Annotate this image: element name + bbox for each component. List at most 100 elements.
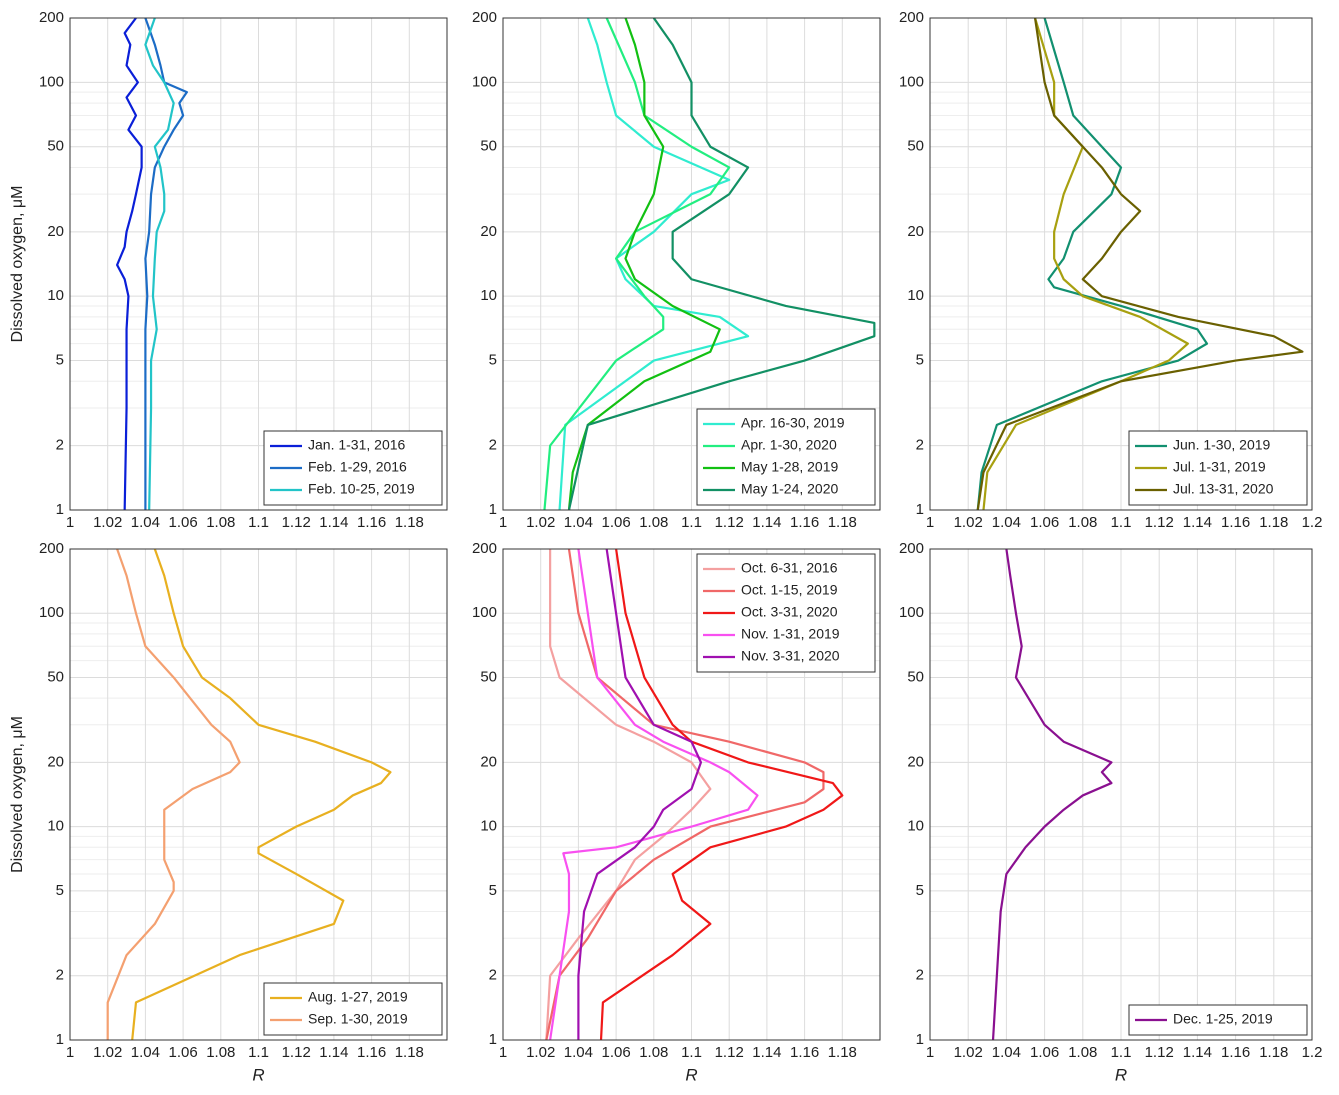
x-tick-label: 1.04 [992, 514, 1021, 531]
data-line [558, 17, 750, 511]
y-tick-label: 2 [916, 967, 924, 984]
y-tick-label: 10 [907, 818, 924, 835]
x-tick-label: 1.04 [131, 1044, 160, 1061]
data-line [106, 548, 241, 1040]
y-tick-label: 1 [56, 1031, 64, 1048]
y-tick-label: 100 [39, 604, 64, 621]
axes-frame [502, 548, 881, 1041]
x-tick-label: 1.14 [1183, 1044, 1212, 1061]
x-tick-label: 1.18 [395, 514, 424, 531]
legend-label: Apr. 1-30, 2020 [741, 437, 837, 453]
x-tick-label: 1.12 [715, 1044, 744, 1061]
y-tick-label: 5 [489, 352, 497, 369]
y-axis-label: Dissolved oxygen, μM [9, 186, 26, 343]
data-line [131, 548, 392, 1041]
x-tick-label: 1.1 [248, 514, 269, 531]
x-tick-label: 1.18 [1259, 514, 1288, 531]
data-line [567, 17, 721, 511]
y-tick-label: 100 [39, 73, 64, 90]
legend-label: Jun. 1-30, 2019 [1173, 437, 1271, 453]
data-line [976, 17, 1209, 511]
y-tick-label: 5 [916, 882, 924, 899]
x-tick-label: 1.02 [954, 514, 983, 531]
legend-label: Jul. 13-31, 2020 [1173, 481, 1274, 497]
x-tick-label: 1.06 [1030, 1044, 1059, 1061]
y-tick-label: 200 [899, 9, 924, 26]
y-tick-label: 200 [39, 540, 64, 557]
x-tick-label: 1.12 [282, 1044, 311, 1061]
x-tick-label: 1.12 [1145, 1044, 1174, 1061]
x-tick-label: 1.18 [395, 1044, 424, 1061]
y-tick-label: 2 [916, 437, 924, 454]
x-tick-label: 1.08 [206, 1044, 235, 1061]
x-tick-label: 1.16 [1221, 1044, 1250, 1061]
y-tick-label: 10 [47, 818, 64, 835]
data-line [976, 17, 1304, 511]
y-tick-label: 10 [480, 818, 497, 835]
axes-frame [929, 548, 1313, 1041]
y-tick-label: 1 [916, 501, 924, 518]
y-tick-label: 20 [480, 753, 497, 770]
y-tick-label: 20 [907, 753, 924, 770]
axes-frame [502, 17, 881, 511]
x-tick-label: 1.1 [1111, 1044, 1132, 1061]
y-tick-label: 50 [47, 138, 64, 155]
x-tick-label: 1.02 [526, 514, 555, 531]
x-tick-label: 1.1 [1111, 514, 1132, 531]
legend-label: Dec. 1-25, 2019 [1173, 1011, 1273, 1027]
x-tick-label: 1.2 [1302, 514, 1323, 531]
legend-box [263, 982, 443, 1036]
y-tick-label: 1 [489, 1031, 497, 1048]
x-tick-label: 1.2 [1302, 1044, 1323, 1061]
x-tick-label: 1.18 [828, 1044, 857, 1061]
legend-label: May 1-28, 2019 [741, 459, 838, 475]
x-tick-label: 1.1 [248, 1044, 269, 1061]
y-tick-label: 20 [480, 223, 497, 240]
data-line [545, 549, 712, 1041]
legend-label: Oct. 6-31, 2016 [741, 560, 838, 576]
legend-label: May 1-24, 2020 [741, 481, 838, 497]
y-tick-label: 10 [47, 287, 64, 304]
y-tick-label: 200 [899, 540, 924, 557]
x-tick-label: 1 [499, 514, 507, 531]
x-tick-label: 1.12 [1145, 514, 1174, 531]
x-axis-label: R [1115, 1065, 1127, 1084]
x-tick-label: 1.06 [168, 514, 197, 531]
data-line [545, 548, 825, 1041]
x-tick-label: 1.08 [1068, 1044, 1097, 1061]
x-tick-label: 1.14 [319, 514, 348, 531]
x-tick-label: 1.12 [282, 514, 311, 531]
x-tick-label: 1.02 [93, 514, 122, 531]
data-line [549, 548, 759, 1041]
y-tick-label: 50 [47, 668, 64, 685]
x-tick-label: 1.1 [681, 514, 702, 531]
x-tick-label: 1 [66, 514, 74, 531]
x-tick-label: 1.14 [319, 1044, 348, 1061]
x-tick-label: 1.08 [1068, 514, 1097, 531]
legend-label: Sep. 1-30, 2019 [308, 1011, 408, 1027]
y-tick-label: 10 [480, 287, 497, 304]
x-tick-label: 1.16 [357, 1044, 386, 1061]
x-tick-label: 1.18 [1259, 1044, 1288, 1061]
data-line [144, 17, 188, 510]
x-tick-label: 1 [926, 514, 934, 531]
data-line [567, 17, 876, 511]
x-tick-label: 1.02 [93, 1044, 122, 1061]
x-tick-label: 1.14 [752, 514, 781, 531]
x-tick-label: 1.06 [168, 1044, 197, 1061]
x-tick-label: 1.14 [752, 1044, 781, 1061]
y-tick-label: 1 [56, 501, 64, 518]
axes-frame [69, 548, 448, 1041]
y-tick-label: 100 [472, 604, 497, 621]
x-tick-label: 1.06 [1030, 514, 1059, 531]
y-tick-label: 50 [480, 138, 497, 155]
y-tick-label: 200 [472, 9, 497, 26]
legend-label: Feb. 10-25, 2019 [308, 481, 415, 497]
x-tick-label: 1.16 [357, 514, 386, 531]
y-tick-label: 50 [907, 138, 924, 155]
y-tick-label: 200 [39, 9, 64, 26]
y-tick-label: 20 [47, 753, 64, 770]
y-tick-label: 5 [489, 882, 497, 899]
